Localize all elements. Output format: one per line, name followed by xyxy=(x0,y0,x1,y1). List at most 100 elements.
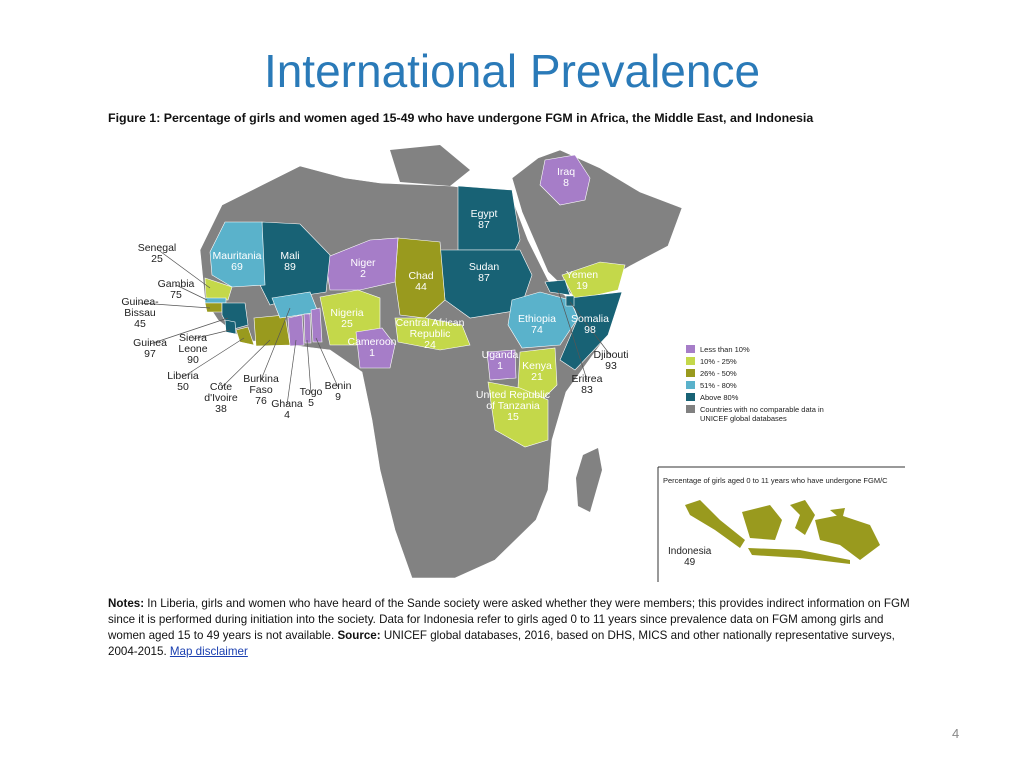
country-label: Cameroon 1 xyxy=(332,337,412,359)
country-name: Cameroon xyxy=(347,336,397,348)
country-shape xyxy=(324,237,399,291)
country-label: Uganda 1 xyxy=(460,350,540,372)
notes-text: UNICEF global databases, 2016, based on … xyxy=(108,629,895,658)
country-shape xyxy=(394,317,471,351)
country-name: Eritrea xyxy=(571,373,603,385)
legend-label: 10% - 25% xyxy=(700,357,737,366)
country-shape xyxy=(355,327,396,369)
country-label: Burkina Faso 76 xyxy=(232,374,290,407)
madagascar xyxy=(576,448,602,512)
legend-swatch xyxy=(686,405,695,413)
leader-line xyxy=(192,329,231,340)
country-shape xyxy=(487,381,549,448)
country-name: Somalia xyxy=(571,313,609,325)
country-name: Niger xyxy=(350,257,376,269)
country-value: 19 xyxy=(576,280,588,292)
legend-swatch xyxy=(686,393,695,401)
inset-value: 49 xyxy=(684,557,696,568)
legend-swatch xyxy=(686,369,695,377)
country-shape xyxy=(310,307,323,343)
country-label: Egypt 87 xyxy=(444,209,524,231)
country-label: Ghana 4 xyxy=(258,399,316,421)
country-value: 75 xyxy=(170,289,182,301)
page-number: 4 xyxy=(952,726,960,741)
country-label: Benin 9 xyxy=(309,381,367,403)
country-value: 38 xyxy=(215,403,227,415)
leader-line xyxy=(286,339,297,406)
country-shape xyxy=(209,221,266,288)
country-shape xyxy=(253,314,291,347)
country-shape xyxy=(204,277,233,301)
country-value: 87 xyxy=(478,219,490,231)
country-label: Sudan 87 xyxy=(444,262,524,284)
country-name: Ghana xyxy=(271,398,303,410)
country-shape xyxy=(517,347,558,403)
country-shape xyxy=(303,313,312,344)
indonesia-shape xyxy=(830,508,845,520)
country-label: Ethiopia 74 xyxy=(497,314,577,336)
country-value: 2 xyxy=(360,268,366,280)
country-label: Niger 2 xyxy=(323,258,403,280)
country-name: Djibouti xyxy=(593,349,629,361)
inset-label: Indonesia 49 xyxy=(668,546,711,568)
country-value: 74 xyxy=(531,324,543,336)
country-value: 83 xyxy=(581,384,593,396)
leader-line xyxy=(557,289,588,381)
country-shape xyxy=(457,185,521,251)
country-label: Liberia 50 xyxy=(154,371,212,393)
country-value: 44 xyxy=(415,281,427,293)
country-label: Kenya 21 xyxy=(497,361,577,383)
country-shape xyxy=(486,349,517,381)
country-name: United Republic of Tanzania xyxy=(475,389,551,412)
legend-label: 51% - 80% xyxy=(700,381,737,390)
country-label: Togo 5 xyxy=(282,387,340,409)
country-label: Sierra Leone 90 xyxy=(164,333,222,366)
indonesia-shape xyxy=(815,515,880,560)
notes-link[interactable]: Map disclaimer xyxy=(169,645,248,658)
country-name: Liberia xyxy=(167,370,199,382)
country-value: 9 xyxy=(335,391,341,403)
country-label: Somalia 98 xyxy=(550,314,630,336)
country-value: 1 xyxy=(497,360,503,372)
country-value: 98 xyxy=(584,324,596,336)
slide-title: International Prevalence xyxy=(263,45,761,97)
legend-label: Above 80% xyxy=(700,393,739,402)
country-name: Sierra Leone xyxy=(178,332,208,355)
legend-label: Less than 10% xyxy=(700,345,750,354)
country-value: 24 xyxy=(424,339,436,351)
country-value: 5 xyxy=(308,397,314,409)
country-shape xyxy=(507,291,579,349)
legend-label: Countries with no comparable data in UNI… xyxy=(700,405,824,423)
country-name: Ethiopia xyxy=(518,313,556,325)
country-label: Eritrea 83 xyxy=(558,374,616,396)
country-value: 97 xyxy=(144,348,156,360)
legend-item: Less than 10% xyxy=(686,345,836,354)
country-value: 4 xyxy=(284,409,290,421)
country-name: Egypt xyxy=(470,208,498,220)
country-name: Iraq xyxy=(556,166,576,178)
country-name: Nigeria xyxy=(330,307,364,319)
country-value: 87 xyxy=(478,272,490,284)
country-value: 45 xyxy=(134,318,146,330)
country-value: 89 xyxy=(284,261,296,273)
leader-line xyxy=(149,317,229,345)
inset-title: Percentage of girls aged 0 to 11 years w… xyxy=(663,476,888,485)
country-shape xyxy=(204,297,227,304)
indonesia-shape xyxy=(742,505,782,540)
country-label: Djibouti 93 xyxy=(582,350,640,372)
country-value: 93 xyxy=(605,360,617,372)
indonesia-shape xyxy=(790,500,815,535)
country-value: 50 xyxy=(177,381,189,393)
leader-line xyxy=(260,307,291,381)
country-name: Chad xyxy=(408,270,434,282)
country-name: Senegal xyxy=(137,242,177,254)
notes-text: Source: xyxy=(337,629,381,642)
country-label: Nigeria 25 xyxy=(307,308,387,330)
country-name: Gambia xyxy=(157,278,195,290)
notes: Notes: In Liberia, girls and women who h… xyxy=(108,596,923,660)
indonesia-shape xyxy=(685,500,745,548)
legend: Less than 10% 10% - 25% 26% - 50% 51% - 80%… xyxy=(686,345,836,426)
country-label: Senegal 25 xyxy=(128,243,186,265)
